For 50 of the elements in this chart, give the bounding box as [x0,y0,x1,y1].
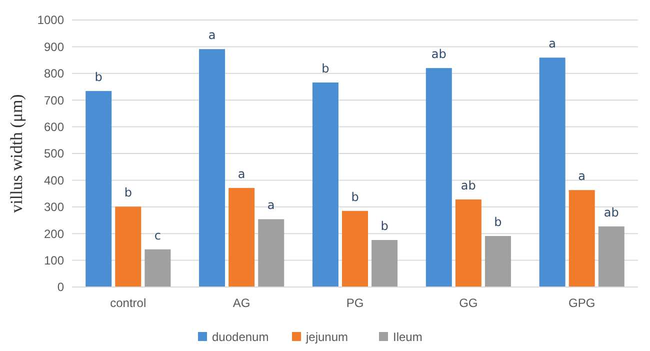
annotation: a [238,166,246,181]
x-tick-label: control [110,296,146,310]
y-tick-label: 200 [44,226,64,241]
legend-label: Ileum [393,330,422,344]
bar [312,82,338,287]
bar [568,190,595,287]
bar [372,240,398,287]
y-tick-label: 500 [44,146,64,161]
x-tick-label: GPG [568,296,596,310]
legend-label: duodenum [212,330,269,344]
x-tick-label: AG [232,296,250,310]
y-tick-label: 700 [44,93,64,108]
annotation: b [124,186,132,200]
annotation: a [578,169,586,184]
annotation: ab [460,178,476,192]
y-tick-label: 0 [57,280,64,294]
bar [539,58,566,287]
bar [484,236,511,287]
x-tick-label: PG [346,296,364,310]
annotation: b [380,219,388,234]
bar [86,91,112,287]
bar [426,68,452,287]
annotation: ab [431,47,446,62]
bar [342,210,368,287]
y-axis-title: villus width (μm) [7,94,26,213]
annotation: a [208,28,216,42]
x-tick-label: GG [459,296,478,310]
y-tick-label: 900 [44,40,64,54]
bar [228,188,255,287]
bar [258,219,284,287]
annotation: b [94,70,102,84]
annotation: b [322,61,330,76]
annotation: a [548,36,556,51]
annotation: b [494,215,502,230]
annotation: ab [604,205,619,220]
bar [455,199,482,287]
legend-label: jejunum [305,330,348,344]
y-tick-label: 800 [44,66,64,81]
y-tick-label: 400 [44,173,64,188]
annotation: b [351,190,359,204]
bar [144,249,171,287]
bar [115,206,142,287]
annotation: c [154,228,161,242]
y-tick-label: 600 [44,120,64,134]
annotation: a [267,198,275,212]
y-tick-label: 300 [44,200,64,214]
bar [199,49,226,287]
bar [598,226,624,287]
y-tick-label: 100 [44,254,64,268]
y-tick-label: 1000 [37,13,64,28]
